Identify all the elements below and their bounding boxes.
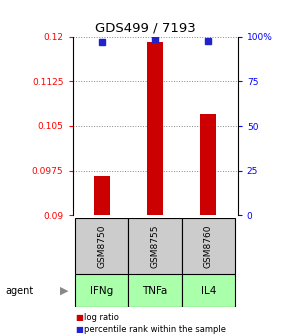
Text: GDS499 / 7193: GDS499 / 7193 (95, 22, 195, 35)
Bar (94, 176, 110, 215)
Text: ■: ■ (75, 325, 83, 334)
Text: GSM8750: GSM8750 (97, 224, 106, 268)
Bar (75, 218, 128, 274)
Bar (128, 218, 182, 274)
Bar (75, 274, 128, 307)
Text: log ratio: log ratio (84, 313, 119, 322)
Bar (200, 114, 216, 215)
Text: IFNg: IFNg (90, 286, 113, 296)
Bar (128, 274, 182, 307)
Text: GSM8755: GSM8755 (151, 224, 160, 268)
Text: ▶: ▶ (59, 286, 68, 296)
Bar (182, 274, 235, 307)
Bar (147, 42, 163, 215)
Text: GSM8760: GSM8760 (204, 224, 213, 268)
Text: TNFa: TNFa (142, 286, 168, 296)
Text: percentile rank within the sample: percentile rank within the sample (84, 325, 226, 334)
Bar (182, 218, 235, 274)
Text: IL4: IL4 (201, 286, 216, 296)
Text: agent: agent (6, 286, 34, 296)
Text: ■: ■ (75, 313, 83, 322)
